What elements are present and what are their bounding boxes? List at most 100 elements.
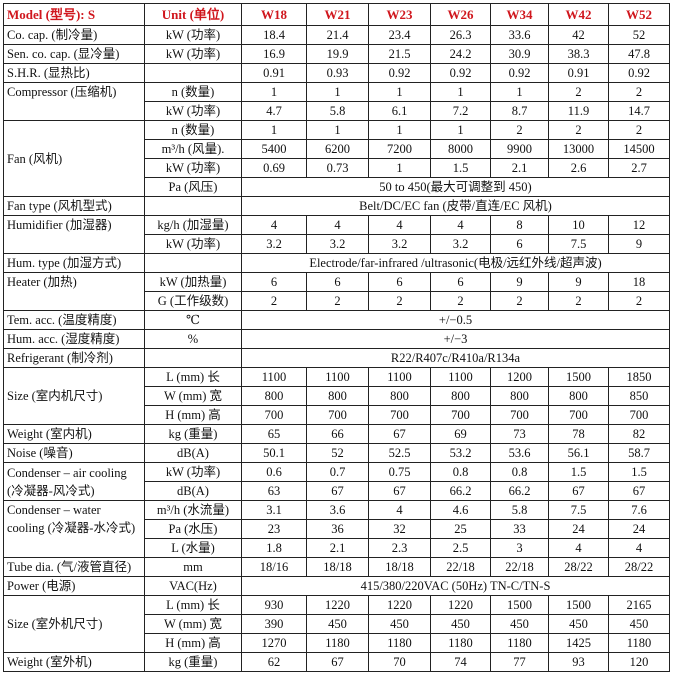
- value-cell: 2: [368, 291, 431, 311]
- value-cell: 1100: [306, 367, 369, 387]
- value-cell: 1: [490, 82, 549, 102]
- value-cell: 390: [241, 614, 307, 634]
- model-column-header: W42: [548, 3, 609, 26]
- value-cell: 2.5: [430, 538, 491, 558]
- value-cell: 4.6: [430, 500, 491, 520]
- value-cell: 0.8: [430, 462, 491, 482]
- table-row: Humidifier (加湿器) kg/h (加湿量) 4 4 4 4 8 10 12: [3, 215, 670, 254]
- value-cell: 1220: [368, 595, 431, 615]
- row-label: Hum. type (加湿方式): [3, 253, 145, 273]
- unit-cell: n (数量): [144, 82, 242, 102]
- value-cell: 25: [430, 519, 491, 539]
- unit-cell: dB(A): [144, 481, 242, 501]
- value-cell: 67: [368, 481, 431, 501]
- value-cell: 1: [368, 82, 431, 102]
- value-cell: 700: [368, 405, 431, 425]
- value-cell: 19.9: [306, 44, 369, 64]
- value-cell: 3.2: [241, 234, 307, 254]
- unit-cell: kW (功率): [144, 462, 242, 482]
- value-cell: 70: [368, 652, 431, 672]
- value-cell: 23.4: [368, 25, 431, 45]
- value-cell: 6: [368, 272, 431, 292]
- value-cell: 18: [608, 272, 670, 292]
- value-cell: 800: [306, 386, 369, 406]
- row-label: Size (室外机尺寸): [3, 595, 145, 653]
- value-cell: 1.5: [608, 462, 670, 482]
- header-row: Model (型号): S Unit (单位) W18 W21 W23 W26 …: [3, 3, 670, 26]
- value-cell: 21.4: [306, 25, 369, 45]
- value-cell: 850: [608, 386, 670, 406]
- value-cell: 1500: [490, 595, 549, 615]
- value-cell: 74: [430, 652, 491, 672]
- table-row: Compressor (压缩机) n (数量) 1 1 1 1 1 2 2: [3, 82, 670, 121]
- value-cell: 93: [548, 652, 609, 672]
- model-header: Model (型号): S: [3, 3, 145, 26]
- row-label: Sen. co. cap. (显冷量): [3, 44, 145, 64]
- value-cell: 930: [241, 595, 307, 615]
- row-label: Fan (风机): [3, 120, 145, 197]
- unit-cell: kg/h (加湿量): [144, 215, 242, 235]
- value-cell: 2: [608, 82, 670, 102]
- value-cell: 1.5: [548, 462, 609, 482]
- value-cell: 5.8: [306, 101, 369, 121]
- row-label: Weight (室内机): [3, 424, 145, 444]
- value-cell: 1180: [368, 633, 431, 653]
- row-label: Condenser – air cooling (冷凝器-风冷式): [3, 462, 145, 501]
- value-cell: 700: [490, 405, 549, 425]
- value-cell: 2: [548, 120, 609, 140]
- value-cell: 1: [241, 120, 307, 140]
- value-cell: 1: [241, 82, 307, 102]
- value-cell: 77: [490, 652, 549, 672]
- unit-cell: kW (功率): [144, 158, 242, 178]
- value-cell: 67: [306, 652, 369, 672]
- table-row: Size (室外机尺寸) L (mm) 长 930 1220 1220 1220 1500 1…: [3, 595, 670, 653]
- table-row: Refrigerant (制冷剂) R22/R407c/R410a/R134a: [3, 348, 670, 368]
- unit-cell: G (工作级数): [144, 291, 242, 311]
- value-cell: 9: [548, 272, 609, 292]
- value-cell: 66.2: [430, 481, 491, 501]
- value-cell: 700: [608, 405, 670, 425]
- value-cell: 7.5: [548, 500, 609, 520]
- model-column-header: W21: [306, 3, 369, 26]
- value-cell: 50.1: [241, 443, 307, 463]
- table-row: Hum. acc. (湿度精度)% +/−3: [3, 329, 670, 349]
- value-cell: 66.2: [490, 481, 549, 501]
- value-cell: 67: [608, 481, 670, 501]
- model-column-header: W34: [490, 3, 549, 26]
- value-cell: 12: [608, 215, 670, 235]
- value-cell: 1.8: [241, 538, 307, 558]
- table-row: Tube dia. (气/液管直径) mm 18/16 18/18 18/18 22/18…: [3, 557, 670, 577]
- unit-cell: kg (重量): [144, 652, 242, 672]
- row-label: Refrigerant (制冷剂): [3, 348, 145, 368]
- value-cell: 1: [430, 120, 491, 140]
- value-cell: 4: [430, 215, 491, 235]
- value-cell: 1500: [548, 367, 609, 387]
- value-cell: 14.7: [608, 101, 670, 121]
- value-cell: 1220: [306, 595, 369, 615]
- value-cell: 1220: [430, 595, 491, 615]
- value-cell: 5.8: [490, 500, 549, 520]
- table-row: m³/h (风量). 5400 6200 7200 8000 9900 13000 14500: [4, 139, 670, 159]
- value-cell: 6.1: [368, 101, 431, 121]
- value-cell: 78: [548, 424, 609, 444]
- unit-cell: [144, 63, 242, 83]
- value-cell: 52: [306, 443, 369, 463]
- unit-cell: [144, 253, 242, 273]
- value-cell: 66: [306, 424, 369, 444]
- value-cell: 4.7: [241, 101, 307, 121]
- value-cell: 4: [306, 215, 369, 235]
- value-cell: 36: [306, 519, 369, 539]
- row-label: S.H.R. (显热比): [3, 63, 145, 83]
- merged-value-cell: Belt/DC/EC fan (皮带/直连/EC 风机): [241, 196, 670, 216]
- table-row: Fan type (风机型式) Belt/DC/EC fan (皮带/直连/EC …: [3, 196, 670, 216]
- value-cell: 42: [548, 25, 609, 45]
- spec-table: Model (型号): S Unit (单位) W18 W21 W23 W26 …: [3, 3, 670, 672]
- unit-cell: kg (重量): [144, 424, 242, 444]
- table-row: Condenser – water cooling (冷凝器-水冷式) m³/h …: [3, 500, 670, 558]
- value-cell: 1: [306, 82, 369, 102]
- value-cell: 1200: [490, 367, 549, 387]
- model-column-header: W52: [608, 3, 670, 26]
- value-cell: 9900: [490, 139, 549, 159]
- unit-cell: VAC(Hz): [144, 576, 242, 596]
- value-cell: 6: [306, 272, 369, 292]
